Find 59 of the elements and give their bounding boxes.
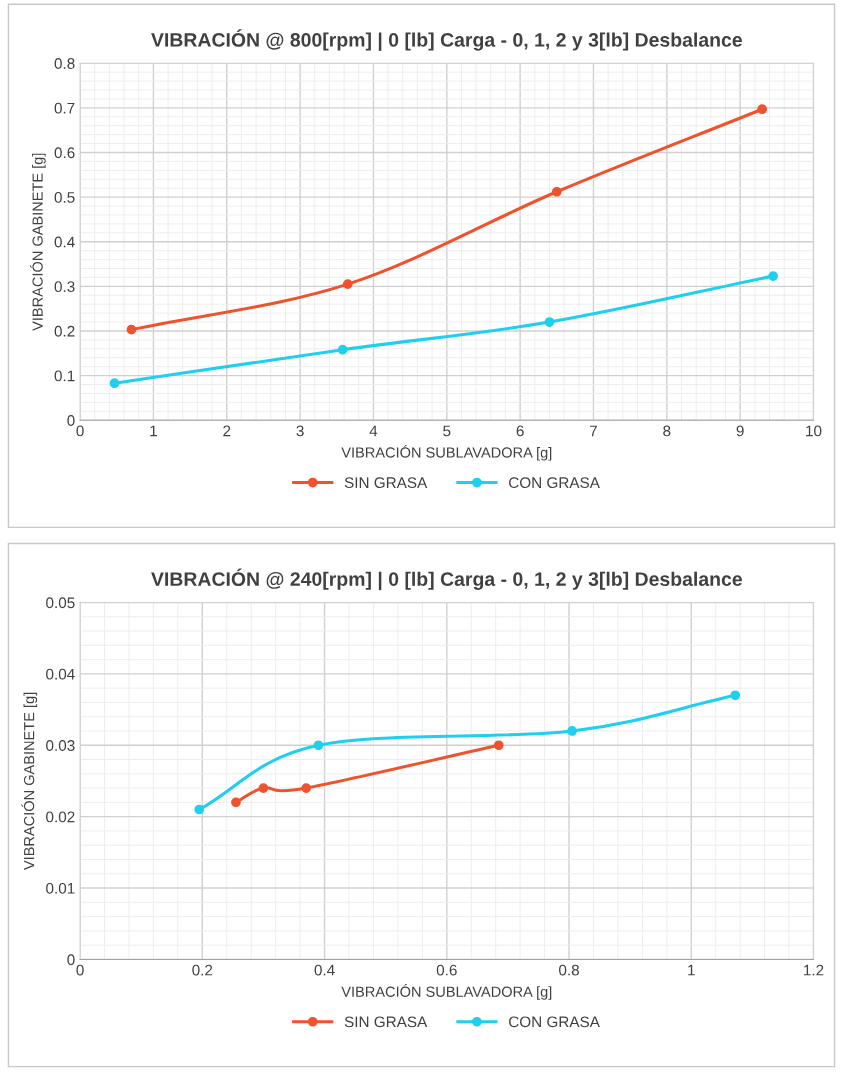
point bbox=[567, 726, 577, 736]
x-axis-title: VIBRACIÓN SUBLAVADORA [g] bbox=[341, 444, 552, 461]
point bbox=[342, 279, 353, 289]
y-tick-label: 0.6 bbox=[54, 147, 75, 159]
y-tick-label: 0.8 bbox=[54, 58, 75, 69]
point bbox=[194, 804, 205, 815]
point bbox=[231, 797, 241, 808]
point bbox=[126, 324, 137, 335]
x-tick-label: 4 bbox=[369, 425, 378, 437]
x-tick-label: 3 bbox=[296, 425, 304, 437]
x-tick-label: 8 bbox=[663, 425, 671, 437]
x-axis-title: VIBRACIÓN SUBLAVADORA [g] bbox=[341, 984, 552, 1000]
x-tick-label: 0 bbox=[76, 964, 84, 976]
chart-title: VIBRACIÓN @ 800[rpm] | 0 [lb] Carga - 0, 1, 2 y 3[lb] Desbalance bbox=[151, 29, 742, 51]
point bbox=[258, 783, 269, 793]
x-tick-label: 0 bbox=[76, 425, 84, 437]
x-tick-label: 1.2 bbox=[804, 964, 824, 976]
point bbox=[337, 344, 348, 355]
y-tick-label: 0.7 bbox=[54, 102, 75, 114]
x-tick-label: 5 bbox=[443, 425, 451, 437]
y-tick-label: 0.4 bbox=[54, 236, 75, 248]
y-tick-label: 0.1 bbox=[54, 370, 75, 382]
legend-label: CON GRASA bbox=[509, 1016, 600, 1028]
y-axis-title: VIBRACIÓN GABINETE [g] bbox=[21, 692, 38, 871]
y-tick-label: 0.02 bbox=[46, 811, 75, 823]
x-tick-label: 0.6 bbox=[436, 964, 457, 976]
x-tick-label: 2 bbox=[223, 425, 231, 437]
y-tick-label: 0.2 bbox=[54, 325, 75, 337]
y-tick-label: 0.3 bbox=[54, 281, 75, 293]
legend-label: SIN GRASA bbox=[344, 1016, 428, 1028]
legend-label: CON GRASA bbox=[509, 477, 600, 489]
x-tick-label: 0.2 bbox=[192, 964, 213, 976]
point bbox=[730, 690, 741, 701]
point bbox=[551, 186, 562, 197]
point bbox=[757, 104, 768, 115]
x-tick-label: 1 bbox=[150, 425, 157, 437]
x-tick-label: 1 bbox=[688, 964, 695, 976]
y-tick-label: 0.05 bbox=[46, 597, 75, 609]
y-tick-label: 0 bbox=[67, 954, 75, 966]
x-tick-label: 10 bbox=[806, 425, 822, 437]
x-tick-label: 0.8 bbox=[559, 964, 579, 976]
point bbox=[109, 378, 120, 389]
legend-label: SIN GRASA bbox=[344, 477, 428, 489]
point bbox=[313, 740, 324, 751]
x-tick-label: 9 bbox=[736, 425, 744, 437]
y-axis-title: VIBRACIÓN GABINETE [g] bbox=[29, 153, 46, 331]
point bbox=[493, 740, 504, 751]
y-tick-label: 0.5 bbox=[54, 191, 75, 203]
y-tick-label: 0.01 bbox=[46, 882, 75, 894]
x-tick-label: 7 bbox=[590, 425, 597, 437]
y-tick-label: 0 bbox=[67, 415, 75, 426]
chart-title: VIBRACIÓN @ 240[rpm] | 0 [lb] Carga - 0, 1, 2 y 3[lb] Desbalance bbox=[151, 568, 742, 591]
y-tick-label: 0.04 bbox=[46, 668, 75, 680]
x-tick-label: 6 bbox=[516, 425, 524, 437]
y-tick-label: 0.03 bbox=[46, 740, 75, 751]
x-tick-label: 0.4 bbox=[314, 964, 335, 976]
point bbox=[768, 271, 779, 281]
point bbox=[301, 783, 312, 793]
point bbox=[544, 317, 555, 327]
